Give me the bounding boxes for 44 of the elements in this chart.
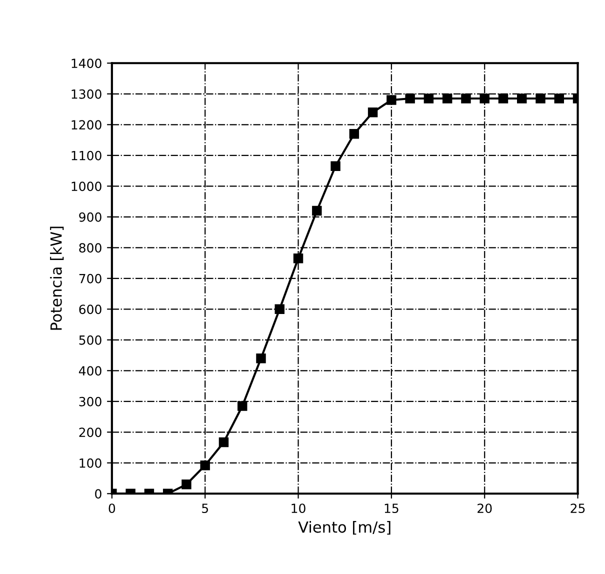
point: [182, 480, 192, 490]
point: [480, 94, 490, 104]
x-tick-label: 20: [478, 504, 492, 514]
point: [442, 94, 452, 104]
y-tick-label: 600: [79, 304, 102, 314]
x-tick-label: 0: [108, 504, 116, 514]
y-tick-label: 1300: [72, 89, 102, 99]
y-tick-label: 900: [79, 212, 102, 222]
point: [498, 94, 508, 104]
point: [461, 94, 471, 104]
x-axis-title: Viento [m/s]: [298, 521, 390, 535]
y-tick-label: 800: [79, 243, 102, 253]
point: [536, 94, 546, 104]
y-tick-label: 1200: [72, 120, 102, 130]
y-tick-label: 1400: [72, 58, 102, 68]
point: [218, 437, 229, 448]
point: [405, 94, 415, 104]
point: [517, 94, 527, 104]
point: [330, 161, 340, 172]
point: [386, 95, 396, 105]
point: [554, 94, 564, 104]
point: [293, 254, 304, 264]
y-tick-label: 300: [79, 396, 102, 406]
point: [368, 107, 378, 118]
y-tick-label: 0: [95, 489, 102, 499]
x-tick-label: 25: [570, 504, 585, 514]
point: [200, 460, 210, 470]
x-tick-label: 15: [384, 504, 398, 514]
y-tick-label: 700: [79, 274, 102, 284]
point: [274, 304, 284, 314]
y-tick-label: 100: [80, 458, 102, 468]
x-tick-label: 10: [292, 504, 306, 514]
point: [424, 94, 434, 104]
y-tick-label: 1100: [72, 150, 102, 160]
y-tick-label: 1000: [72, 182, 102, 192]
point: [312, 206, 322, 216]
y-axis-title: Potencia [kW]: [50, 226, 64, 330]
point: [238, 401, 248, 411]
point: [349, 129, 360, 139]
y-tick-label: 500: [79, 335, 102, 345]
y-tick-label: 400: [78, 366, 102, 376]
y-tick-label: 200: [79, 428, 102, 438]
point: [256, 353, 266, 364]
x-tick-label: 5: [202, 504, 208, 514]
